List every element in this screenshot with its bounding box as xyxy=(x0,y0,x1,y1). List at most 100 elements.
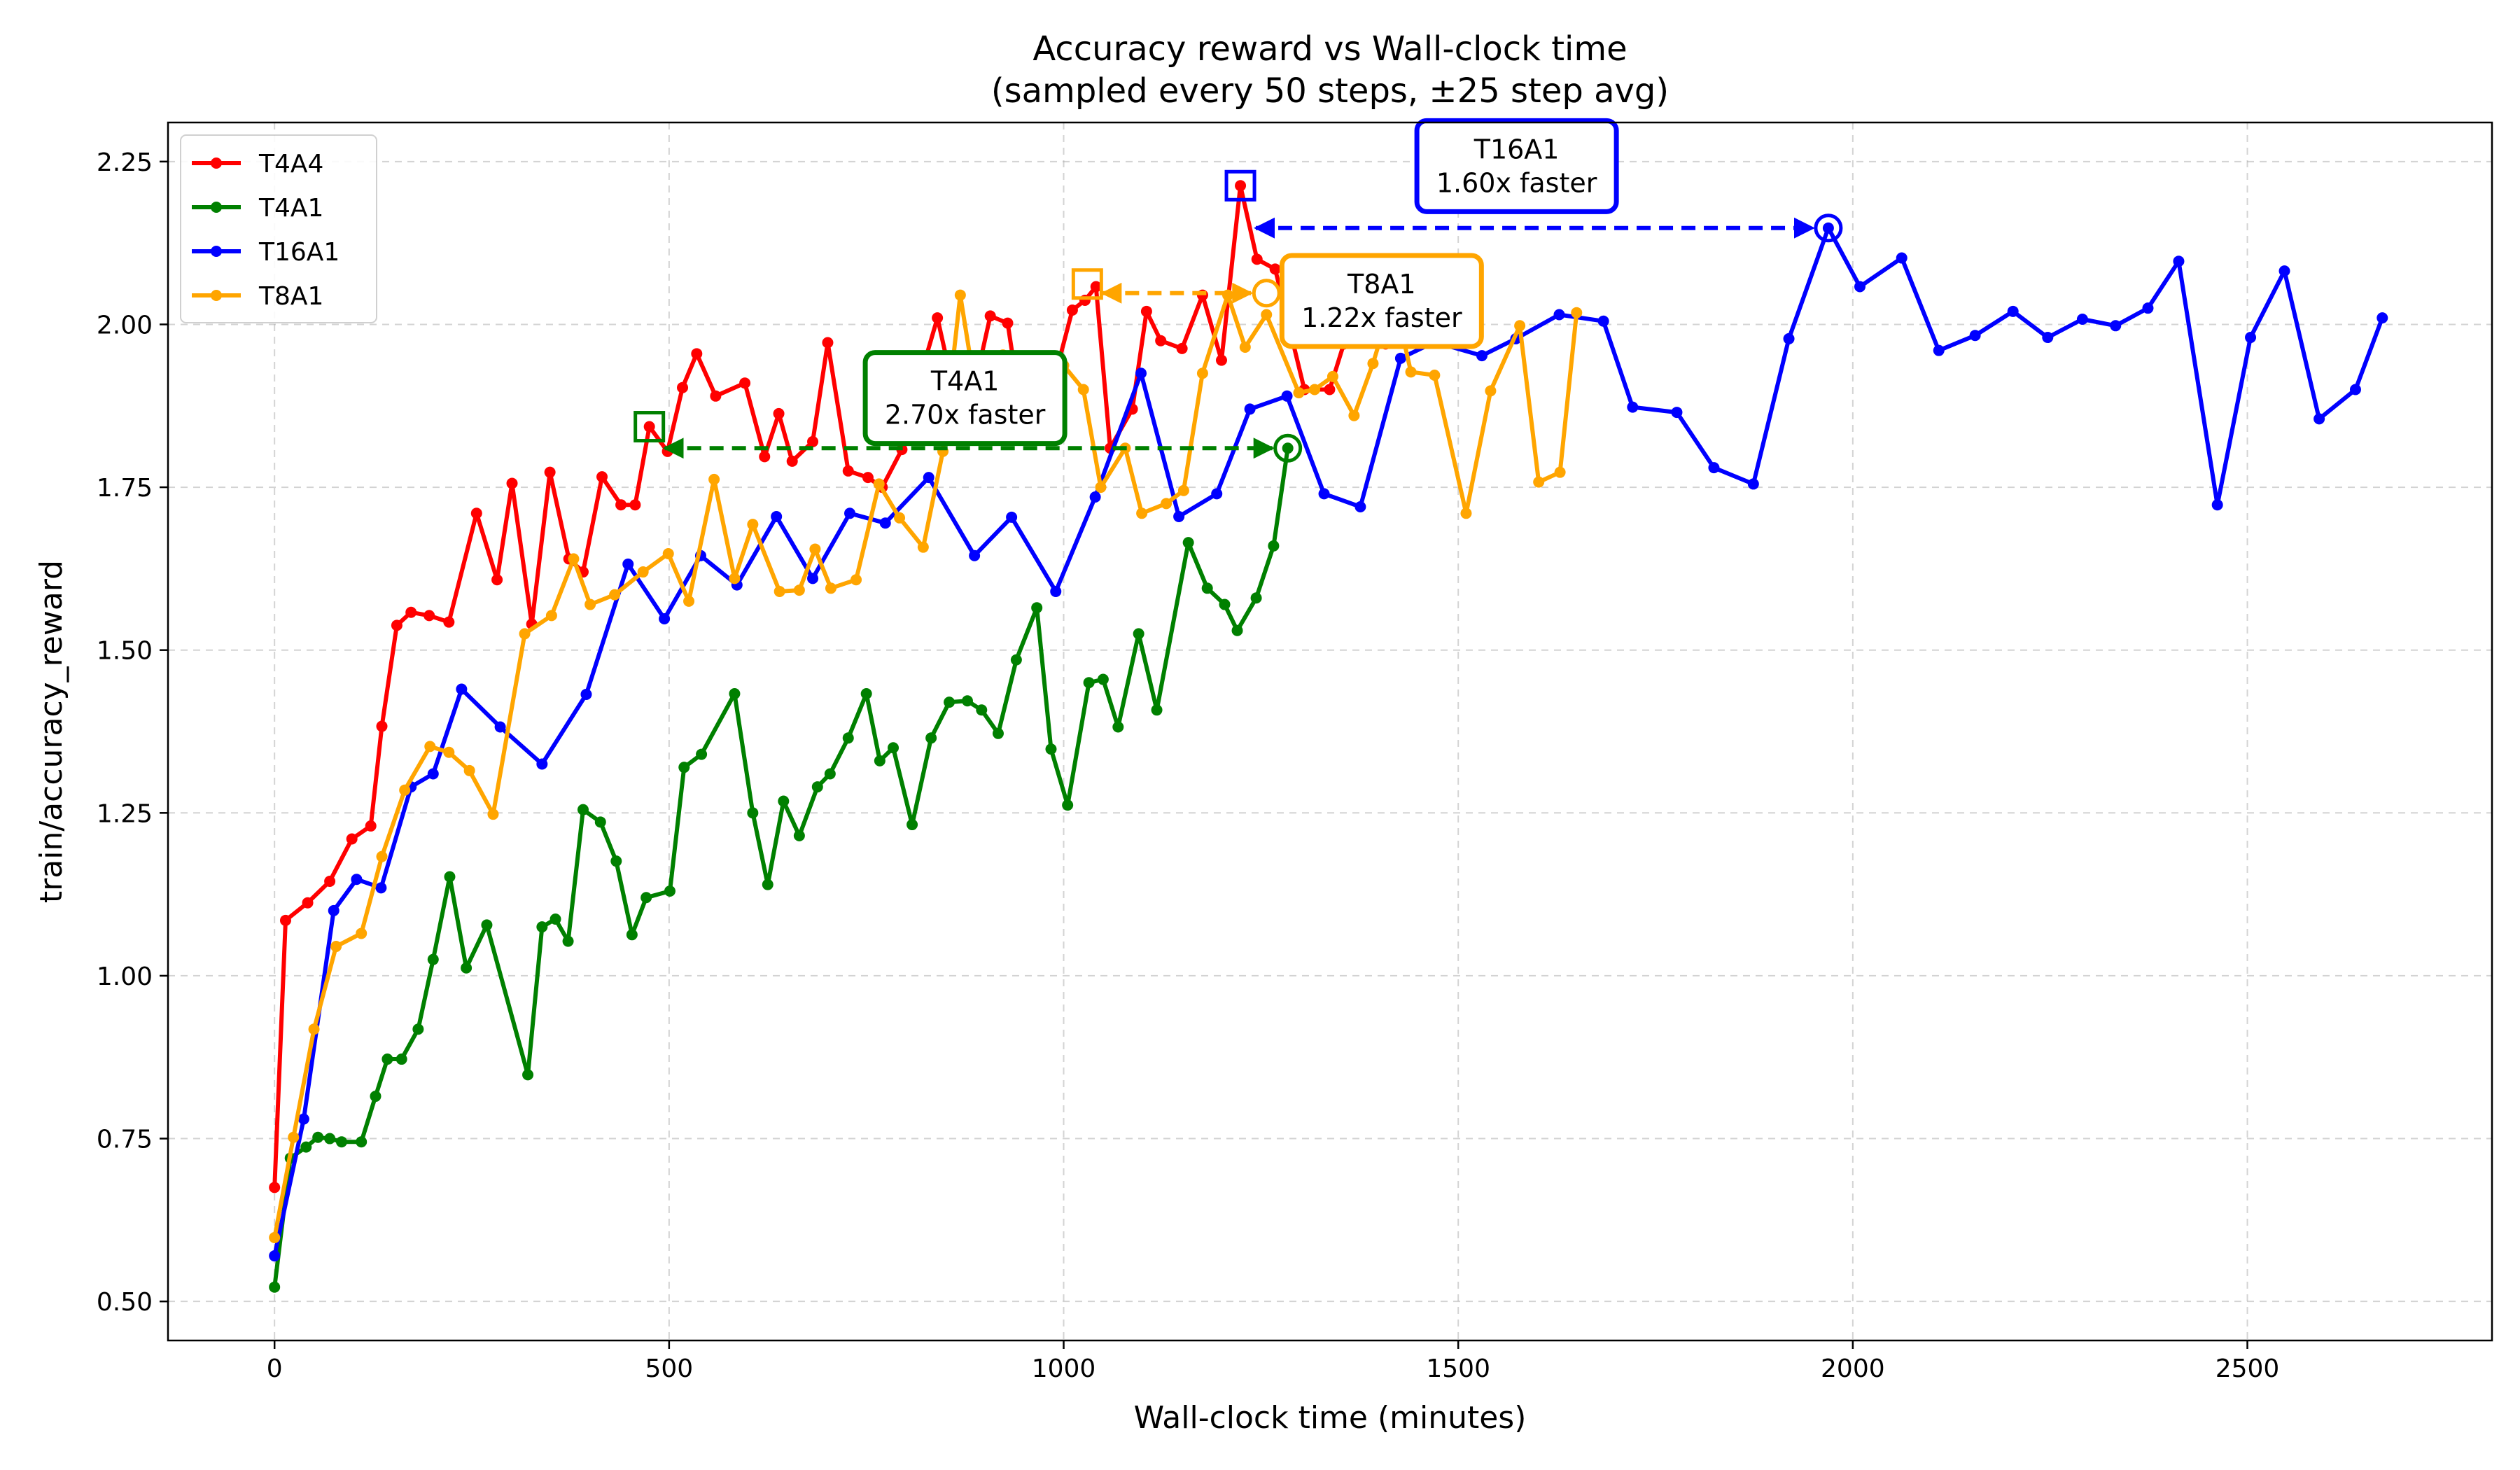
data-point-t4a4 xyxy=(424,610,435,622)
data-point-t16a1 xyxy=(1006,511,1018,523)
data-point-t8a1 xyxy=(330,941,342,953)
data-point-t4a4 xyxy=(405,606,417,618)
data-point-t16a1 xyxy=(2211,499,2223,511)
data-point-t8a1 xyxy=(1095,482,1107,493)
data-point-t4a1 xyxy=(1282,442,1294,454)
data-point-t4a1 xyxy=(824,768,836,780)
data-point-t4a4 xyxy=(807,435,819,447)
data-point-t4a4 xyxy=(739,377,751,389)
end-marker-t4a1 xyxy=(1273,433,1303,463)
x-tick-label: 2500 xyxy=(2216,1354,2280,1383)
data-point-t4a1 xyxy=(1097,673,1109,685)
data-point-t4a1 xyxy=(336,1136,348,1148)
data-point-t8a1 xyxy=(1326,370,1338,382)
data-point-t4a1 xyxy=(536,921,548,933)
data-point-t4a1 xyxy=(747,807,759,819)
data-point-t8a1 xyxy=(954,289,966,301)
data-point-t16a1 xyxy=(1476,350,1488,362)
data-point-t4a1 xyxy=(594,816,606,828)
data-point-t4a1 xyxy=(427,953,439,965)
data-point-t16a1 xyxy=(427,768,439,780)
data-point-t4a1 xyxy=(778,795,790,807)
data-point-t4a1 xyxy=(461,962,472,974)
data-point-t16a1 xyxy=(659,613,671,625)
legend-entry-t4a4: T4A4 xyxy=(192,150,323,178)
data-point-t8a1 xyxy=(1077,384,1089,396)
data-point-t16a1 xyxy=(1597,315,1609,327)
data-point-t4a4 xyxy=(269,1182,281,1194)
data-point-t4a1 xyxy=(269,1281,281,1293)
data-point-t4a1 xyxy=(874,755,886,766)
data-point-t4a4 xyxy=(842,465,854,477)
data-point-t4a4 xyxy=(629,499,641,511)
data-point-t4a1 xyxy=(550,913,561,925)
data-point-t16a1 xyxy=(269,1250,281,1262)
data-point-t8a1 xyxy=(1309,384,1321,396)
data-point-t4a4 xyxy=(491,574,503,586)
data-point-t16a1 xyxy=(807,573,819,584)
data-point-t4a4 xyxy=(470,507,482,519)
annotation-box-t8a1 xyxy=(1279,253,1484,349)
data-point-t4a1 xyxy=(1045,743,1057,755)
data-point-t4a4 xyxy=(346,833,358,845)
legend-label-t4a4: T4A4 xyxy=(258,150,323,178)
data-point-t16a1 xyxy=(351,874,363,886)
data-point-t4a1 xyxy=(522,1069,534,1081)
grid xyxy=(168,122,2492,1340)
data-point-t8a1 xyxy=(1514,320,1526,332)
data-point-t4a1 xyxy=(626,929,638,941)
data-point-t4a1 xyxy=(370,1091,382,1102)
data-point-t16a1 xyxy=(1553,309,1565,321)
data-point-t4a4 xyxy=(1176,342,1188,354)
annotation-speedup-t8a1: 1.22x faster xyxy=(1301,302,1462,333)
data-point-t16a1 xyxy=(1318,488,1330,500)
data-point-t4a1 xyxy=(1182,537,1194,549)
data-point-t4a4 xyxy=(365,820,377,832)
data-point-t4a1 xyxy=(925,732,937,744)
data-point-t8a1 xyxy=(568,553,580,565)
legend-marker-t4a1 xyxy=(211,202,222,213)
data-point-t4a1 xyxy=(382,1054,393,1065)
x-tick-label: 500 xyxy=(645,1354,693,1383)
data-point-t16a1 xyxy=(844,507,856,519)
data-point-t8a1 xyxy=(637,566,649,578)
data-point-t16a1 xyxy=(969,550,981,561)
data-point-t4a1 xyxy=(860,688,872,700)
y-tick-label: 1.00 xyxy=(97,962,153,991)
y-tick-label: 0.75 xyxy=(97,1126,153,1154)
data-point-t4a4 xyxy=(302,897,314,909)
data-point-t4a1 xyxy=(944,696,955,708)
data-point-t4a1 xyxy=(356,1136,368,1148)
data-point-t4a1 xyxy=(300,1141,312,1153)
data-point-t8a1 xyxy=(1261,309,1273,321)
data-point-t4a1 xyxy=(762,878,774,890)
data-point-t8a1 xyxy=(519,628,531,640)
data-point-t4a4 xyxy=(1235,180,1247,192)
data-point-t4a4 xyxy=(1140,305,1152,317)
data-point-t16a1 xyxy=(2314,413,2325,425)
data-point-t16a1 xyxy=(622,558,634,570)
data-point-t16a1 xyxy=(771,510,783,522)
data-point-t4a1 xyxy=(976,704,988,716)
legend-frame xyxy=(180,134,377,323)
data-point-t8a1 xyxy=(774,585,785,597)
data-point-t4a4 xyxy=(544,466,556,478)
data-point-t8a1 xyxy=(1161,498,1172,510)
start-marker-t16a1 xyxy=(1224,169,1256,202)
data-point-t16a1 xyxy=(2142,302,2154,314)
x-tick-label: 1000 xyxy=(1032,1354,1096,1383)
data-point-t4a1 xyxy=(1268,540,1280,552)
data-point-t4a1 xyxy=(1201,582,1213,594)
data-point-t8a1 xyxy=(1485,385,1497,397)
data-point-t16a1 xyxy=(1783,332,1795,344)
data-point-t4a4 xyxy=(506,477,518,489)
data-point-t8a1 xyxy=(825,582,836,594)
data-point-t8a1 xyxy=(873,478,885,490)
data-point-t4a1 xyxy=(906,819,918,831)
data-point-t4a1 xyxy=(640,892,652,904)
data-point-t4a1 xyxy=(1231,624,1243,636)
data-point-t4a1 xyxy=(610,855,622,867)
data-point-t16a1 xyxy=(1933,344,1945,356)
data-point-t4a4 xyxy=(376,720,388,732)
